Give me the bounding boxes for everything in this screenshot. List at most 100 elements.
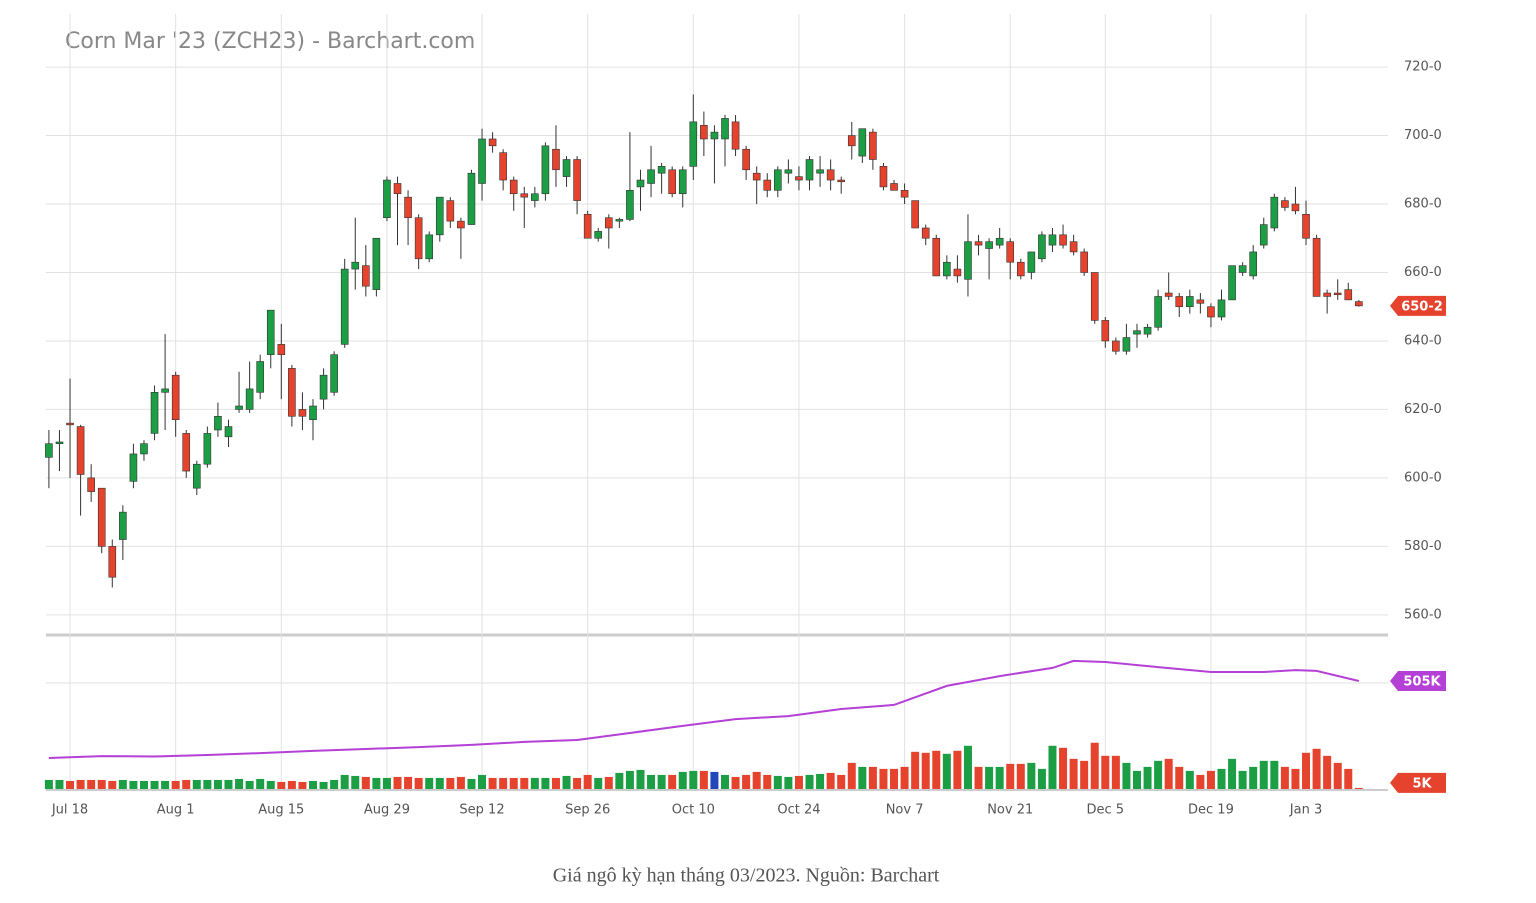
candle-body [1323,292,1331,297]
candle-body [1249,251,1257,277]
volume-bar [520,777,529,789]
candle-body [1186,296,1194,308]
volume-bar [76,779,85,789]
candle-body [499,152,507,181]
x-tick-label: Oct 24 [777,803,820,818]
volume-bar [129,780,138,789]
y-tick-label: 640-0 [1404,333,1442,348]
candle-body [1302,213,1310,239]
volume-bar [868,766,877,789]
candle-body [488,138,497,147]
candle-body [911,200,919,229]
candle-body [1059,234,1067,246]
candle-body [478,138,486,184]
volume-bar [509,777,518,789]
volume-bar [879,768,888,789]
candle-body [626,190,634,220]
candle-body [340,268,349,345]
candle-body [319,374,328,400]
candle-body [573,159,581,201]
volume-bar [266,780,275,789]
candle-body [774,169,782,191]
volume-bar [414,777,423,789]
volume-bar [309,780,317,789]
candle-body [66,422,74,426]
candle-body [224,426,233,438]
candle-body [826,169,835,181]
candle-body [562,159,571,177]
volume-bar [1080,760,1089,789]
volume-bar [974,766,983,789]
volume-bar [1175,766,1184,789]
volume-bar [1122,762,1131,789]
x-tick-label: Jan 3 [1289,803,1322,818]
candle-body [1344,289,1353,301]
volume-bar [530,777,539,789]
candle-body [541,145,550,195]
volume-bar [1048,745,1057,789]
volume-bar [182,779,191,789]
candle-body [404,196,412,219]
candle-body [953,268,962,277]
candle-body [647,169,655,184]
candle-body [1164,292,1173,297]
volume-bar [340,774,349,789]
volume-bar [805,774,814,789]
volume-bar [1143,766,1152,789]
candle-body [943,261,951,277]
volume-bar [87,779,96,789]
volume-bar [235,778,244,789]
volume-bar [171,780,180,789]
volume-bar [583,774,592,789]
candle-body [425,234,434,260]
candle-body [604,217,613,229]
candle-body [795,176,803,181]
candle-body [383,179,391,219]
candle-body [1143,326,1152,335]
candle-body [932,237,941,277]
candle-body [87,477,95,492]
candle-body [721,118,729,140]
volume-bar [361,776,370,789]
volume-bar [1196,774,1205,789]
volume-bar [1354,787,1363,789]
volume-bar [551,777,560,789]
volume-bar [319,781,328,789]
volume-bar [435,777,444,789]
volume-bar [478,774,487,789]
candle-body [763,179,772,191]
volume-bar [1291,768,1300,789]
volume-bar [1164,758,1173,789]
volume-bar [245,780,254,789]
candle-body [1048,234,1057,246]
x-tick-label: Dec 19 [1188,803,1234,818]
volume-bar [932,750,941,789]
volume-bar [942,753,951,789]
volume-bar [1312,748,1321,789]
candle-body [1090,272,1099,321]
candle-body [362,265,370,287]
chart-title: Corn Mar '23 (ZCH23) - Barchart.com [65,29,475,54]
volume-bar [404,776,413,789]
volume-bar [562,775,571,789]
candle-body [1080,251,1088,273]
candle-body [467,172,476,225]
y-tick-label: 680-0 [1404,197,1442,212]
last-price-label: 650-2 [1401,299,1443,314]
candle-body [1016,261,1025,277]
open-interest-last-marker [1390,670,1446,691]
volume-bar [953,750,962,789]
volume-bar [742,774,751,789]
x-tick-label: Jul 18 [51,803,88,818]
candle-body [245,388,254,410]
volume-bar [213,779,222,789]
candle-body [1281,200,1289,208]
candle-body [45,443,53,458]
volume-bar [752,771,761,789]
candle-body [1027,251,1036,273]
volume-bar [351,775,360,789]
candle-body [636,179,645,188]
volume-bar [900,766,909,789]
volume-bar [1249,766,1258,789]
